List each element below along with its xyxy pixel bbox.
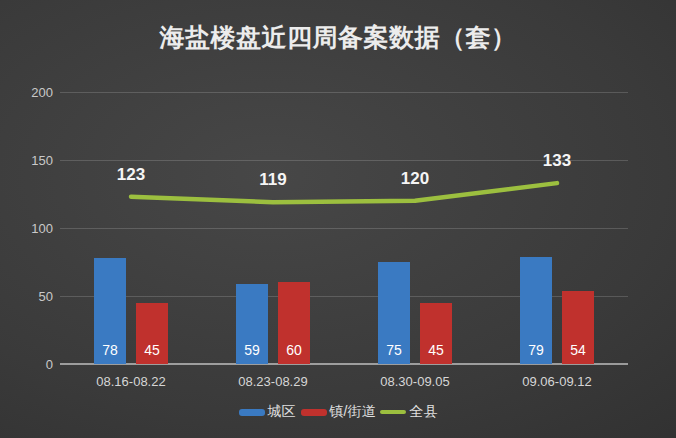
county-line bbox=[131, 183, 557, 202]
line-value-label: 119 bbox=[259, 170, 286, 190]
legend-item-urban: 城区 bbox=[239, 403, 296, 421]
legend: 城区 镇/街道 全县 bbox=[0, 403, 676, 421]
legend-label: 镇/街道 bbox=[330, 403, 376, 421]
chart-canvas: 海盐楼盘近四周备案数据（套） 0501001502007859757945604… bbox=[0, 0, 676, 438]
legend-swatch bbox=[301, 409, 327, 416]
x-tick-label: 08.30-09.05 bbox=[344, 374, 486, 389]
legend-label: 全县 bbox=[409, 403, 437, 421]
line-value-label: 133 bbox=[543, 151, 571, 171]
x-tick-label: 08.23-08.29 bbox=[202, 374, 344, 389]
line-value-label: 123 bbox=[117, 165, 145, 185]
legend-item-town: 镇/街道 bbox=[301, 403, 376, 421]
x-tick-label: 08.16-08.22 bbox=[60, 374, 202, 389]
x-tick-label: 09.06-09.12 bbox=[486, 374, 628, 389]
legend-swatch bbox=[239, 409, 265, 416]
legend-swatch bbox=[380, 410, 406, 414]
legend-item-county: 全县 bbox=[380, 403, 437, 421]
legend-label: 城区 bbox=[268, 403, 296, 421]
county-line-series bbox=[0, 0, 676, 438]
line-value-label: 120 bbox=[401, 169, 429, 189]
